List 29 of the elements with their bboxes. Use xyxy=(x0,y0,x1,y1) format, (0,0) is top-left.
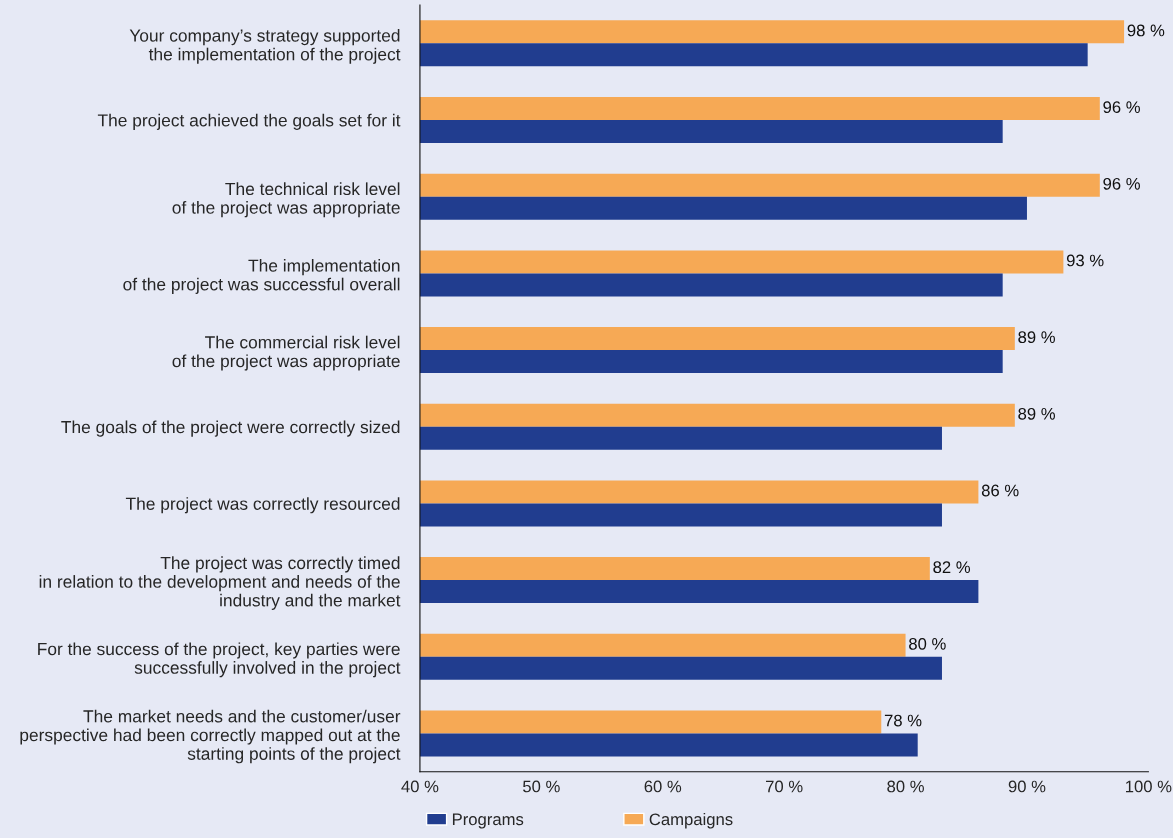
y-tick-label: For the success of the project, key parties were successfully involved in the project xyxy=(38,642,401,678)
y-tick-label: The project achieved the goals set for it xyxy=(97,113,401,130)
y-tick-label: The project was correctly timed in relation to the development and needs of the industry and the market xyxy=(39,556,401,610)
data-label: 96 % xyxy=(1103,177,1140,190)
y-tick-label: The commercial risk level of the project was appropriate xyxy=(172,335,400,371)
data-label: 96 % xyxy=(1103,101,1140,114)
legend-label: Programs xyxy=(452,813,524,829)
data-label: 98 % xyxy=(1127,24,1165,37)
y-tick-label: The market needs and the customer/user perspective had been correctly mapped out at the starting points of the project xyxy=(20,709,401,764)
y-tick-label: The goals of the project were correctly sized xyxy=(61,420,400,437)
y-tick-label: The implementation of the project was successful overall xyxy=(123,259,400,294)
data-label: 89 % xyxy=(1018,331,1055,344)
data-label: 86 % xyxy=(981,484,1019,497)
data-label: 89 % xyxy=(1018,407,1055,420)
x-tick-label: 80 % xyxy=(887,780,924,793)
data-label: 82 % xyxy=(933,561,971,574)
y-tick-label: The technical risk level of the project was appropriate xyxy=(172,182,400,218)
x-tick-label: 50 % xyxy=(523,780,560,793)
data-label: 93 % xyxy=(1066,254,1104,267)
x-tick-label: 100 % xyxy=(1126,780,1172,793)
x-tick-label: 40 % xyxy=(401,780,439,793)
y-tick-label: The project was correctly resourced xyxy=(125,497,400,514)
x-tick-label: 60 % xyxy=(644,780,682,793)
x-tick-label: 70 % xyxy=(766,780,803,793)
x-tick-label: 90 % xyxy=(1008,780,1046,793)
legend-label: Campaigns xyxy=(649,812,733,829)
data-label: 78 % xyxy=(884,714,922,727)
y-tick-label: Your company’s strategy supported the implementation of the project xyxy=(129,28,401,64)
data-label: 80 % xyxy=(909,637,946,650)
